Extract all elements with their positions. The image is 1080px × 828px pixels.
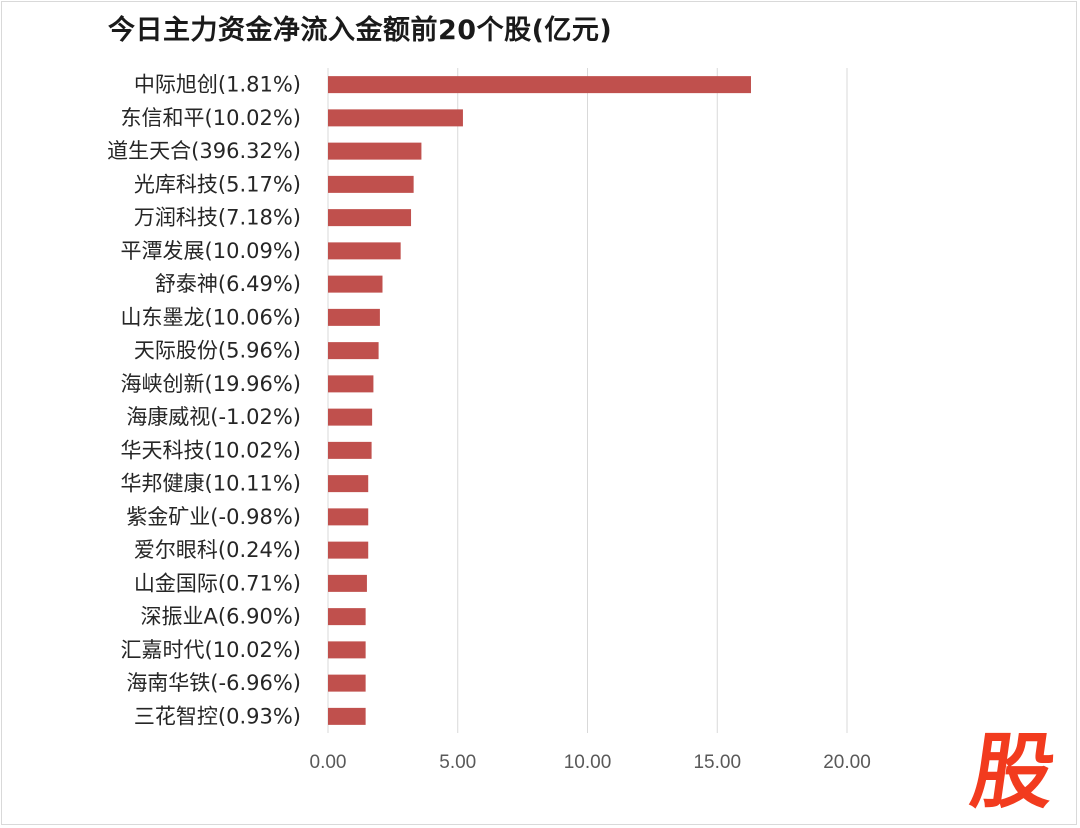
category-label: 海康威视(-1.02%)	[126, 405, 301, 429]
x-tick-label: 20.00	[823, 752, 871, 773]
bar	[328, 242, 401, 260]
x-tick-label: 15.00	[693, 752, 741, 773]
bar	[328, 209, 412, 227]
bar	[328, 574, 367, 592]
bar	[328, 375, 374, 393]
bar	[328, 275, 383, 293]
category-label: 东信和平(10.02%)	[121, 106, 301, 130]
category-label: 山东墨龙(10.06%)	[121, 305, 301, 329]
bar	[328, 342, 379, 360]
stock-logo-icon: 股	[965, 725, 1061, 820]
category-label: 中际旭创(1.81%)	[134, 73, 301, 97]
chart-title: 今日主力资金净流入金额前20个股(亿元)	[108, 15, 613, 46]
category-label: 舒泰神(6.49%)	[155, 272, 301, 296]
category-label: 海峡创新(19.96%)	[121, 372, 301, 396]
x-tick-label: 10.00	[564, 752, 612, 773]
category-label: 紫金矿业(-0.98%)	[126, 505, 301, 529]
x-tick-label: 0.00	[310, 752, 347, 773]
bar	[328, 641, 366, 659]
bar	[328, 308, 380, 326]
category-label: 万润科技(7.18%)	[134, 206, 301, 230]
bar	[328, 408, 373, 426]
bar	[328, 508, 369, 526]
bar	[328, 475, 369, 493]
bar	[328, 674, 366, 692]
bar	[328, 541, 369, 559]
bar	[328, 175, 414, 193]
category-label: 光库科技(5.17%)	[134, 172, 301, 196]
category-label: 华天科技(10.02%)	[121, 438, 301, 462]
x-tick-label: 5.00	[439, 752, 476, 773]
bar	[328, 142, 422, 160]
category-label: 深振业A(6.90%)	[141, 605, 301, 629]
bar	[328, 441, 372, 459]
bar	[328, 76, 751, 94]
bar	[328, 608, 366, 626]
bar	[328, 109, 463, 127]
category-label: 三花智控(0.93%)	[134, 704, 301, 728]
bar	[328, 707, 366, 725]
category-label: 平潭发展(10.09%)	[121, 239, 301, 263]
category-label: 海南华铁(-6.96%)	[126, 671, 301, 695]
category-label: 天际股份(5.96%)	[134, 339, 301, 363]
category-label: 道生天合(396.32%)	[107, 139, 301, 163]
category-label: 华邦健康(10.11%)	[121, 472, 301, 496]
category-label: 汇嘉时代(10.02%)	[121, 638, 301, 662]
category-label: 山金国际(0.71%)	[134, 571, 301, 595]
category-label: 爱尔眼科(0.24%)	[134, 538, 301, 562]
